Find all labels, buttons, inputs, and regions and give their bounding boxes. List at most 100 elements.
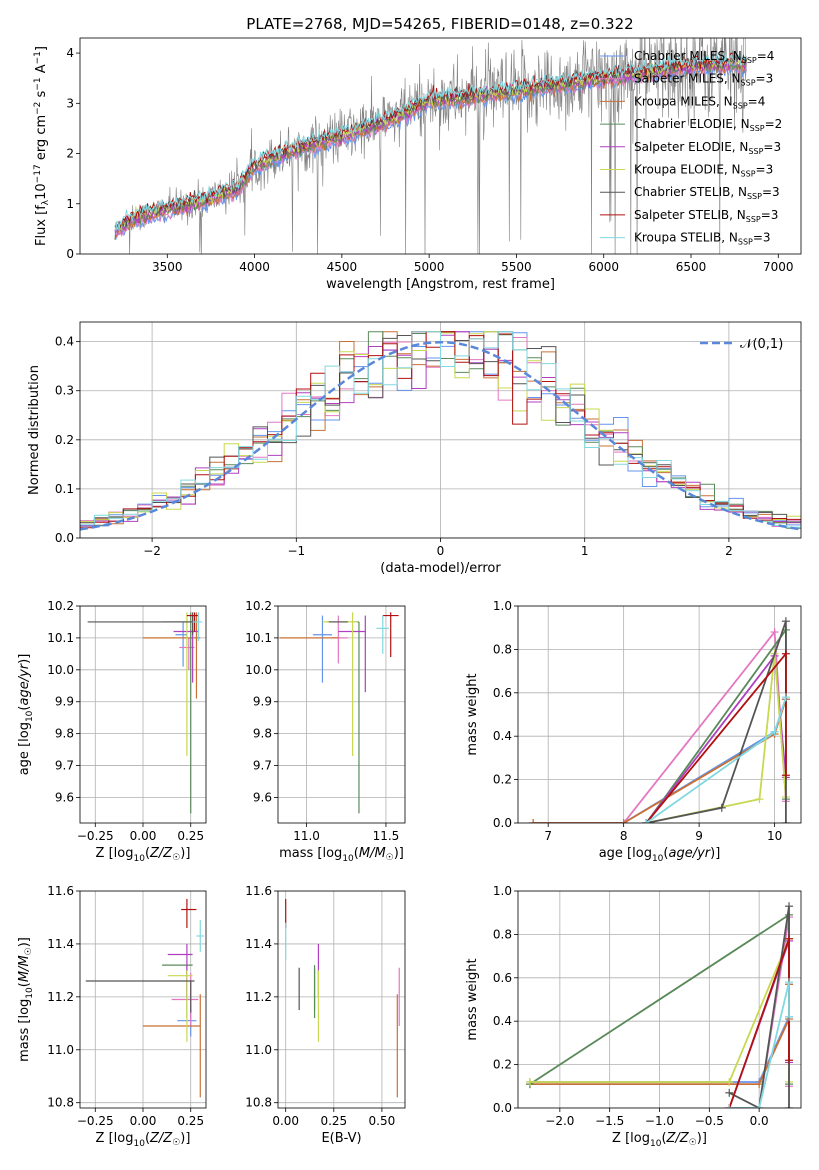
mass_vs_ebv-xtick-label: 0.50 bbox=[369, 1114, 396, 1128]
age_vs_mass-ytick-label: 9.6 bbox=[253, 790, 272, 804]
mass_weight_vs_Z-ytick-label: 0.4 bbox=[493, 1014, 512, 1028]
legend-label: Salpeter ELODIE, N bbox=[634, 140, 748, 154]
legend-label: 𝒩(0,1) bbox=[740, 337, 783, 352]
mass_vs_Z-frame bbox=[79, 890, 207, 1109]
residuals-xtick-label: 1 bbox=[581, 544, 589, 558]
weight-line-2 bbox=[533, 629, 787, 823]
legend-sub: SSP bbox=[747, 192, 762, 201]
residuals-ytick-label: 0.3 bbox=[55, 384, 74, 398]
residuals-xtick-label: 0 bbox=[437, 544, 445, 558]
legend-suffix: =4 bbox=[748, 94, 766, 108]
mass_vs_ebv-xlabel: E(B-V) bbox=[321, 1131, 361, 1146]
legend-sub: SSP bbox=[746, 215, 761, 224]
legend-sub: SSP bbox=[733, 101, 748, 110]
legend-label: Salpeter MILES, N bbox=[634, 72, 741, 86]
mass_vs_Z-plot-area bbox=[80, 891, 206, 1108]
age_vs_Z-xlabel: Z [log10(Z/Z☉)] bbox=[96, 846, 191, 864]
mass_weight_vs_Z-ytick-label: 0.2 bbox=[493, 1058, 512, 1072]
spectrum-plot-area bbox=[114, 38, 747, 254]
legend-label: Kroupa STELIB, N bbox=[634, 231, 738, 245]
model-spectrum-2 bbox=[114, 61, 747, 238]
age_vs_Z-ytick-label: 9.6 bbox=[55, 790, 74, 804]
mass_weight_vs_Z-xtick-label: −1.5 bbox=[595, 1114, 624, 1128]
residuals-ytick-label: 0.2 bbox=[55, 433, 74, 447]
mass_weight_vs_Z-plot-area bbox=[518, 891, 801, 1108]
legend-suffix: =2 bbox=[765, 117, 783, 131]
mass_vs_Z-ylabel: mass [log10(M/M☉)] bbox=[17, 937, 35, 1062]
legend-suffix: =3 bbox=[753, 231, 771, 245]
mass_weight_vs_Z-xtick-label: 0.0 bbox=[750, 1114, 769, 1128]
residuals-axes: −2 −1 0 1 2 0.0 0.1 0.2 0.3 0.4 (data-model)/error… bbox=[27, 321, 802, 576]
gaussian-curve bbox=[80, 340, 801, 531]
mass_vs_ebv-frame bbox=[277, 890, 406, 1109]
spectrum-axes: 3500 4000 4500 5000 5500 6000 6500 7000 0 1 2 3 4 wav… bbox=[33, 37, 802, 292]
age_vs_mass-ytick-label: 9.8 bbox=[253, 727, 272, 741]
age_vs_Z-plot-area bbox=[80, 606, 206, 823]
spectrum-xtick-label: 5500 bbox=[501, 260, 532, 274]
mass_vs_Z-ytick-label: 11.2 bbox=[47, 990, 74, 1004]
mass_vs_ebv-ytick-label: 11.2 bbox=[245, 990, 272, 1004]
legend-suffix: =3 bbox=[761, 208, 779, 222]
legend-suffix: =3 bbox=[756, 163, 774, 177]
residuals-xtick-label: −1 bbox=[287, 544, 305, 558]
age_vs_Z-axes: −0.25 0.00 0.25 9.6 9.7 9.8 9.9 10.0 10.1 10.2 Z [… bbox=[17, 599, 207, 864]
age_vs_mass-ytick-label: 10.1 bbox=[245, 631, 272, 645]
spectrum-ytick-label: 3 bbox=[66, 96, 74, 110]
age_vs_mass-ytick-label: 10.2 bbox=[245, 599, 272, 613]
age_vs_mass-xtick-label: 11.5 bbox=[373, 829, 400, 843]
mass_weight_vs_age-ylabel: mass weight bbox=[465, 673, 480, 755]
legend-sub: SSP bbox=[738, 238, 753, 247]
mass_vs_Z-ytick-label: 11.4 bbox=[47, 937, 74, 951]
age_vs_mass-ytick-label: 9.7 bbox=[253, 759, 272, 773]
spectrum-xtick-label: 5000 bbox=[414, 260, 445, 274]
mass_vs_ebv-plot-area bbox=[278, 891, 405, 1108]
spectrum-xtick-label: 4500 bbox=[327, 260, 358, 274]
age_vs_mass-axes: 11.0 11.5 9.6 9.7 9.8 9.9 10.0 10.1 10.2 mass [lo… bbox=[245, 599, 406, 864]
legend-label: Kroupa ELODIE, N bbox=[634, 163, 741, 177]
mass_vs_Z-xlabel: Z [log10(Z/Z☉)] bbox=[96, 1131, 191, 1149]
legend-label: Kroupa MILES, N bbox=[634, 94, 733, 108]
age_vs_mass-ytick-label: 10.0 bbox=[245, 663, 272, 677]
legend-sub: SSP bbox=[742, 56, 757, 65]
mass_weight_vs_Z-ytick-label: 0.8 bbox=[493, 927, 512, 941]
spectrum-xtick-label: 3500 bbox=[152, 260, 183, 274]
legend-entry: Salpeter MILES, NSSP=3 bbox=[634, 72, 773, 88]
age_vs_Z-ytick-label: 9.8 bbox=[55, 727, 74, 741]
mass_vs_ebv-axes: 0.00 0.25 0.50 10.8 11.0 11.2 11.4 11.6 E(B-V) bbox=[245, 884, 406, 1146]
mass_weight_vs_age-ytick-label: 0.4 bbox=[493, 729, 512, 743]
mass_vs_ebv-xtick-label: 0.00 bbox=[272, 1114, 299, 1128]
mass_weight_vs_age-plot-area bbox=[518, 606, 801, 823]
mass_weight_vs_age-ytick-label: 0.6 bbox=[493, 686, 512, 700]
legend-label: Chabrier ELODIE, N bbox=[634, 117, 750, 131]
spectrum-xlabel: wavelength [Angstrom, rest frame] bbox=[326, 277, 555, 292]
spectrum-ytick-label: 1 bbox=[66, 197, 74, 211]
age_vs_Z-ylabel: age [log10(age/yr)] bbox=[17, 654, 35, 776]
model-spectrum-3 bbox=[114, 61, 747, 241]
mass_vs_ebv-ytick-label: 11.4 bbox=[245, 937, 272, 951]
residuals-xtick-label: −2 bbox=[143, 544, 161, 558]
legend-suffix: =3 bbox=[756, 72, 774, 86]
legend-entry: Kroupa STELIB, NSSP=3 bbox=[634, 231, 771, 247]
mass_weight_vs_Z-ytick-label: 0.6 bbox=[493, 971, 512, 985]
residuals-ylabel: Normed distribution bbox=[27, 365, 42, 495]
age_vs_Z-xtick-label: 0.25 bbox=[177, 829, 204, 843]
residuals-ytick-label: 0.1 bbox=[55, 482, 74, 496]
age_vs_Z-ytick-label: 10.2 bbox=[47, 599, 74, 613]
spectrum-ytick-label: 4 bbox=[66, 46, 74, 60]
residuals-xtick-label: 2 bbox=[725, 544, 733, 558]
mass_weight_vs_Z-ytick-label: 1.0 bbox=[493, 884, 512, 898]
legend-entry: Salpeter ELODIE, NSSP=3 bbox=[634, 140, 781, 156]
legend-suffix: =4 bbox=[757, 49, 775, 63]
mass_vs_Z-xtick-label: 0.25 bbox=[177, 1114, 204, 1128]
age_vs_mass-xtick-label: 11.0 bbox=[293, 829, 320, 843]
legend-entry: Chabrier ELODIE, NSSP=2 bbox=[634, 117, 782, 133]
legend-suffix: =3 bbox=[762, 185, 780, 199]
age_vs_mass-plot-area bbox=[278, 606, 405, 823]
legend-label: Chabrier MILES, N bbox=[634, 49, 742, 63]
mass_vs_Z-axes: −0.25 0.00 0.25 10.8 11.0 11.2 11.4 11.6 Z [log1… bbox=[17, 884, 207, 1149]
mass_vs_ebv-xtick-label: 0.25 bbox=[320, 1114, 347, 1128]
legend-sub: SSP bbox=[750, 124, 765, 133]
weight-line-9 bbox=[729, 981, 790, 1108]
